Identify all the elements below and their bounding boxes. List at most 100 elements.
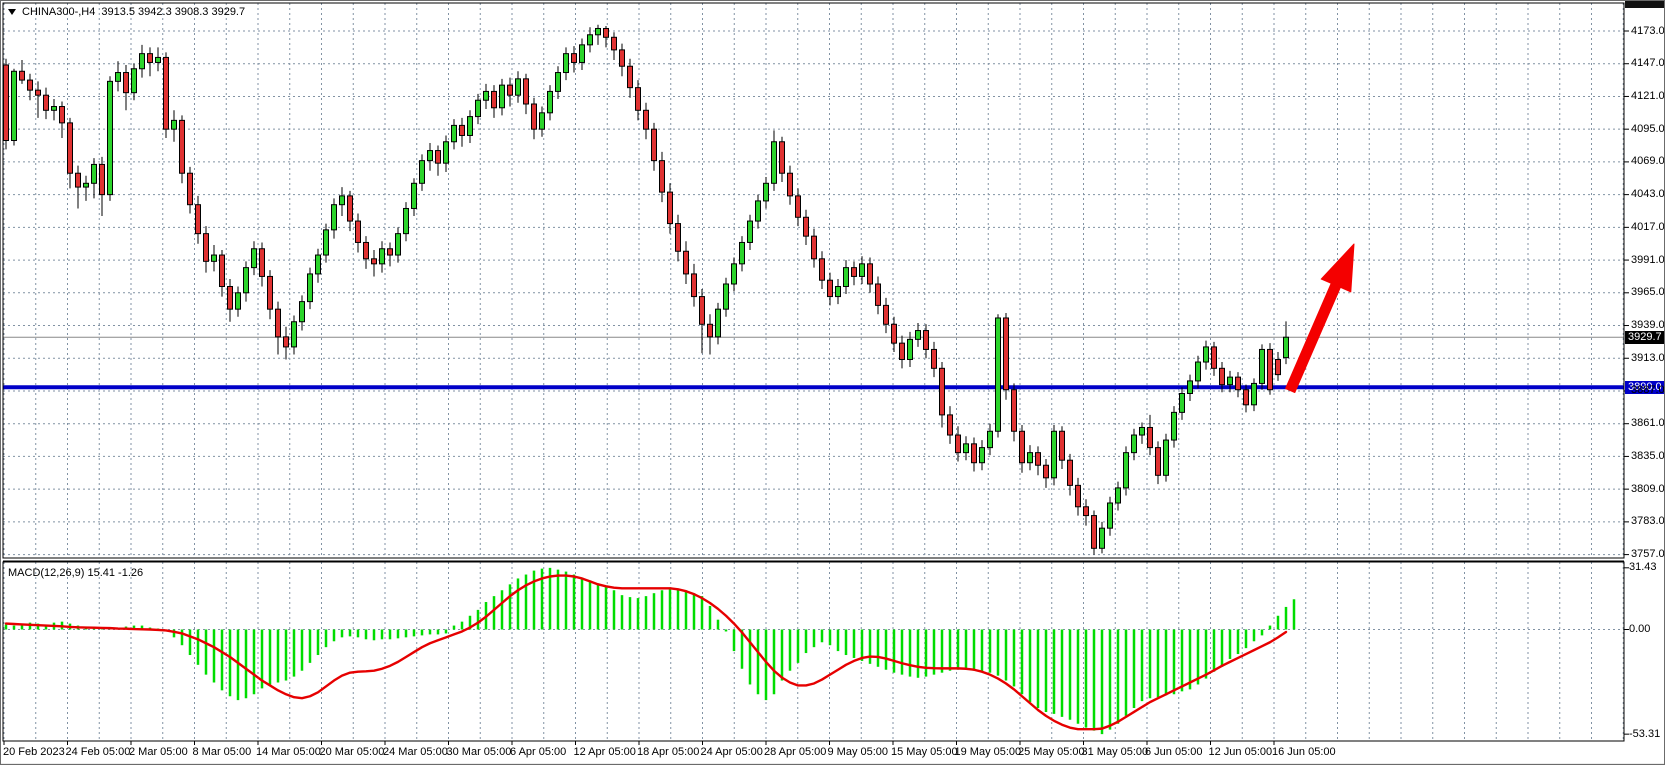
time-tick-label: 15 May 05:00 [891,746,958,758]
bull-candle [251,248,257,269]
bull-candle [1259,348,1265,384]
bull-candle [747,220,753,243]
bear-candle [459,124,465,136]
time-tick-label: 24 Apr 05:00 [700,746,763,758]
bear-candle [283,336,289,348]
macd-tick-label: 31.43 [1629,561,1657,574]
bear-candle [795,195,801,218]
bear-candle [1235,376,1241,391]
bull-candle [963,443,969,454]
bear-candle [203,233,209,262]
time-tick-label: 12 Jun 05:00 [1208,746,1273,758]
time-tick-label: 2 Mar 05:00 [129,746,188,758]
price-tick-label: 3965.0 [1631,286,1665,299]
level-price-tag: 3890.0 [1625,380,1664,394]
bear-candle [891,323,897,344]
bull-candle [339,195,345,206]
time-tick-label: 8 Mar 05:00 [192,746,252,758]
price-tick-label: 3783.0 [1631,515,1665,528]
time-tick-label: 24 Feb 05:00 [65,746,131,758]
bear-candle [435,150,441,164]
bull-candle [1107,502,1113,529]
bear-candle [179,119,185,174]
price-tick-label: 4095.0 [1631,122,1665,135]
bear-candle [163,56,169,130]
bear-candle [75,172,81,188]
bear-candle [1147,426,1153,449]
bull-candle [291,321,297,348]
bull-candle [427,150,433,162]
macd-signal-line [4,574,1288,731]
bear-candle [1275,359,1281,376]
bear-candle [371,258,377,265]
bull-candle [1203,346,1209,363]
symbol-dropdown-icon[interactable] [8,9,16,15]
bear-candle [19,70,25,81]
time-tick-label: 30 Mar 05:00 [446,746,512,758]
bear-candle [123,72,129,94]
bull-candle [715,308,721,338]
bull-candle [739,241,745,265]
bear-candle [523,78,529,105]
bull-candle [1171,411,1177,441]
bull-candle [323,229,329,256]
bull-candle [1099,527,1105,549]
bear-candle [1075,484,1081,508]
bear-candle [947,414,953,436]
bull-candle [83,182,89,188]
price-tick-label: 3809.0 [1631,482,1665,495]
bull-candle [443,141,449,164]
bull-candle [419,160,425,184]
bear-candle [875,283,881,306]
price-tick-label: 4043.0 [1631,188,1665,201]
bear-candle [1003,317,1009,391]
bull-candle [403,207,409,235]
bull-candle [139,53,145,70]
time-tick-label: 18 Apr 05:00 [637,746,700,758]
corner-decoration [1625,1,1664,8]
bear-candle [43,94,49,111]
trend-arrow-annotation[interactable] [1285,243,1355,393]
bull-candle [539,112,545,130]
price-tick-label: 3991.0 [1631,253,1665,266]
bear-candle [1243,389,1249,406]
bull-candle [763,182,769,202]
time-tick-label: 12 Apr 05:00 [573,746,636,758]
bear-candle [619,49,625,67]
time-tick-label: 31 May 05:00 [1081,746,1149,758]
bull-candle [771,141,777,184]
bull-candle [579,44,585,63]
bull-candle [1051,430,1057,479]
bull-candle [835,286,841,298]
bull-candle [859,263,865,277]
bull-candle [995,317,1001,432]
bear-candle [187,172,193,206]
bear-candle [1019,430,1025,464]
bear-candle [27,79,33,91]
bull-candle [555,72,561,92]
bear-candle [779,141,785,174]
time-tick-label: 16 Jun 05:00 [1272,746,1336,758]
ohlc-readout: 3913.5 3942.3 3908.3 3929.7 [101,6,246,18]
bull-candle [987,430,993,449]
price-tick-label: 4017.0 [1631,220,1665,233]
time-tick-label: 20 Mar 05:00 [319,746,385,758]
bull-candle [299,301,305,323]
macd-tick-label: 0.00 [1629,623,1651,635]
bear-candle [675,223,681,252]
bull-candle [131,68,137,94]
bull-candle [1131,434,1137,454]
price-tick-label: 3861.0 [1631,417,1665,430]
bear-candle [811,235,817,260]
bear-candle [67,122,73,174]
price-tick-label: 3887.0 [1631,384,1665,397]
bear-candle [1083,506,1089,517]
bear-candle [1035,452,1041,466]
bear-candle [1059,430,1065,461]
bear-candle [827,279,833,298]
bull-candle [11,70,17,142]
bull-candle [587,34,593,46]
bear-candle [803,216,809,237]
bull-candle [171,119,177,130]
